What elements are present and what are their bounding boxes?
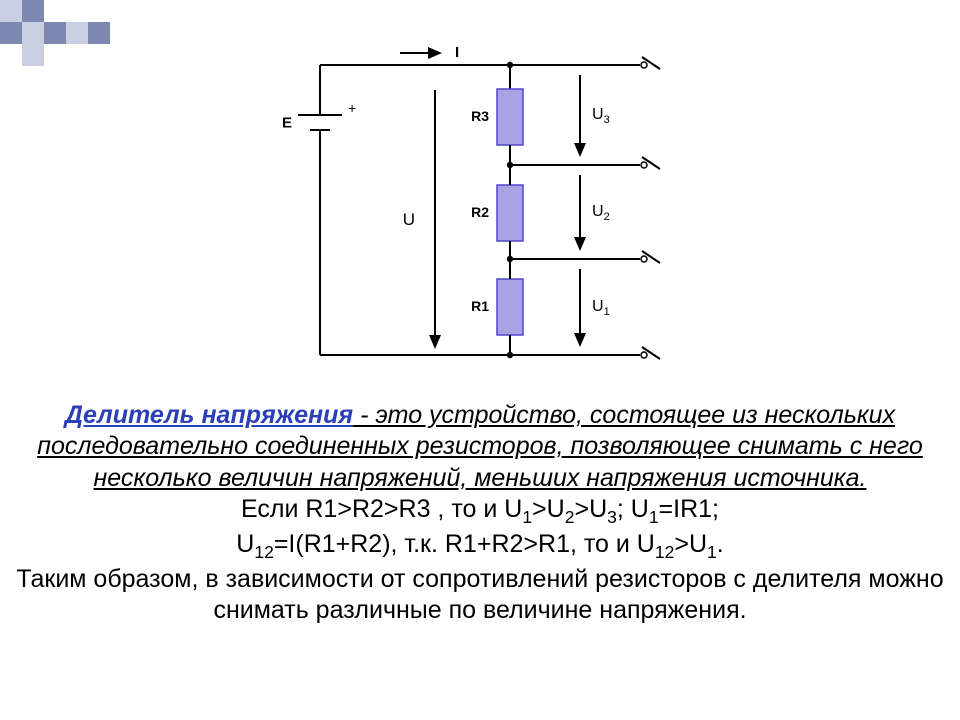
circuit-diagram: I E + R3 R2 R1 U U3 U2 U1 xyxy=(280,35,720,385)
svg-text:U1: U1 xyxy=(592,298,610,318)
svg-text:U2: U2 xyxy=(592,203,610,223)
svg-text:I: I xyxy=(455,44,459,61)
conclusion-text: Таким образом, в зависимости от сопротив… xyxy=(16,565,943,624)
svg-text:R1: R1 xyxy=(471,298,489,314)
explanation-text: Делитель напряжения - это устройство, со… xyxy=(0,400,960,626)
svg-text:+: + xyxy=(348,100,356,116)
formula-line-1: Если R1>R2>R3 , то и U1>U2>U3; U1=IR1; xyxy=(241,495,719,523)
formula-line-2: U12=I(R1+R2), т.к. R1+R2>R1, то и U12>U1… xyxy=(236,530,723,558)
svg-text:E: E xyxy=(282,115,292,132)
svg-text:U: U xyxy=(403,210,415,229)
term-voltage-divider: Делитель напряжения xyxy=(65,401,353,429)
svg-text:U3: U3 xyxy=(592,106,610,126)
svg-text:R2: R2 xyxy=(471,204,489,220)
corner-decoration xyxy=(0,0,110,66)
svg-text:R3: R3 xyxy=(471,108,489,124)
